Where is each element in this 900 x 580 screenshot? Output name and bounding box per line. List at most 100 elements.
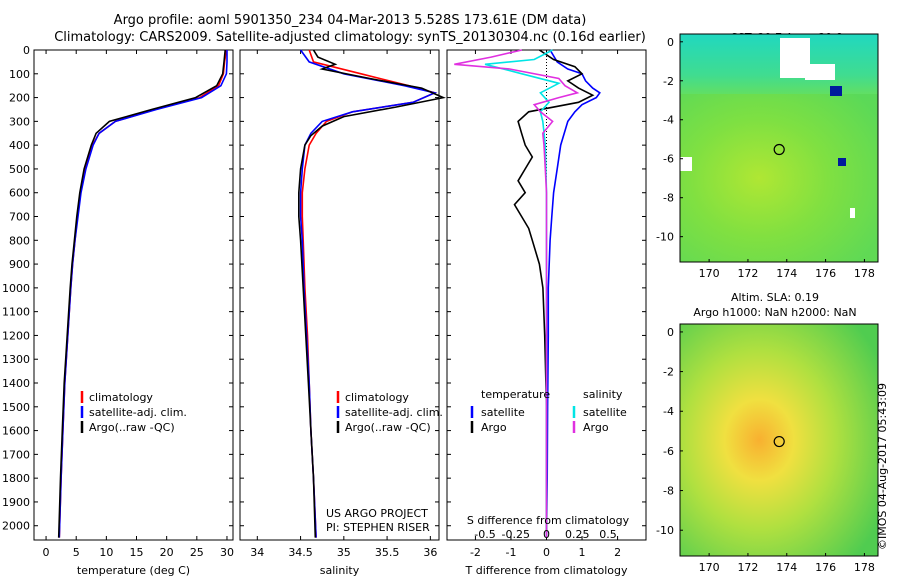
legend-label: Argo(..raw -QC) <box>89 421 175 434</box>
x-tick-label: -1 <box>505 546 516 559</box>
argo-position-marker <box>773 435 785 448</box>
x-tick-label: 5 <box>73 546 80 559</box>
legend-label: climatology <box>345 391 409 404</box>
s-tick-label: 0 <box>543 528 550 541</box>
x-tick-label: 10 <box>99 546 113 559</box>
depth-tick-label: 1900 <box>2 496 30 509</box>
x-tick-label: 2 <box>614 546 621 559</box>
x-tick-label: 0 <box>43 546 50 559</box>
legend-label: satellite <box>481 406 525 419</box>
x-tick-label: 34.5 <box>288 546 313 559</box>
depth-tick-label: 0 <box>23 44 30 57</box>
legend-title-temperature: temperature <box>481 388 550 401</box>
x-tick-label: 36 <box>423 546 437 559</box>
x-tick-label: 35 <box>337 546 351 559</box>
depth-tick-label: 1500 <box>2 401 30 414</box>
figure-title-line2: Climatology: CARS2009. Satellite-adjuste… <box>54 30 646 45</box>
land-mask <box>680 157 692 171</box>
map-x-tick-label: 170 <box>699 267 720 280</box>
map-y-tick-label: -2 <box>663 75 674 88</box>
cold-pixel <box>838 158 846 166</box>
map-y-tick-label: -4 <box>663 405 674 418</box>
map-frame <box>679 33 879 263</box>
map-x-tick-label: 176 <box>815 561 836 574</box>
x-tick-label: 1 <box>579 546 586 559</box>
sst-field-warm <box>680 94 878 262</box>
x-tick-label: 0 <box>543 546 550 559</box>
depth-tick-label: 500 <box>9 163 30 176</box>
x-axis-label: T difference from climatology <box>465 564 628 577</box>
s-tick-label: -0.5 <box>474 528 495 541</box>
depth-tick-label: 1800 <box>2 472 30 485</box>
map-x-tick-label: 174 <box>776 561 797 574</box>
panel-frame-1 <box>239 49 440 541</box>
depth-tick-label: 1700 <box>2 448 30 461</box>
depth-tick-label: 600 <box>9 187 30 200</box>
map-y-tick-label: 0 <box>667 36 674 49</box>
map-y-tick-label: -4 <box>663 114 674 127</box>
depth-tick-label: 1000 <box>2 282 30 295</box>
depth-tick-label: 1400 <box>2 377 30 390</box>
map-y-tick-label: -2 <box>663 366 674 379</box>
depth-tick-label: 2000 <box>2 520 30 533</box>
series-S-argo <box>454 49 580 538</box>
x-tick-label: 20 <box>160 546 174 559</box>
map-y-tick-label: -8 <box>663 485 674 498</box>
s-tick-label: -0.25 <box>502 528 530 541</box>
depth-tick-label: 400 <box>9 139 30 152</box>
argo-position-marker <box>773 143 785 156</box>
x-axis-label: temperature (deg C) <box>77 564 190 577</box>
series-T-satellite <box>545 49 601 538</box>
depth-tick-label: 700 <box>9 211 30 224</box>
x-tick-label: -2 <box>470 546 481 559</box>
legend-label: Argo <box>583 421 609 434</box>
map-y-tick-label: -10 <box>656 524 674 537</box>
depth-tick-label: 100 <box>9 68 30 81</box>
map-y-tick-label: -6 <box>663 153 674 166</box>
map-y-tick-label: -6 <box>663 445 674 458</box>
x-tick-label: 15 <box>130 546 144 559</box>
land-mask <box>850 208 855 218</box>
map-x-tick-label: 178 <box>854 267 875 280</box>
x-tick-label: 35.5 <box>375 546 400 559</box>
s-tick-label: 0.5 <box>599 528 617 541</box>
depth-tick-label: 900 <box>9 258 30 271</box>
series-T-argo <box>513 49 595 538</box>
map-x-tick-label: 172 <box>737 561 758 574</box>
x-tick-label: 25 <box>190 546 204 559</box>
series-argo <box>57 49 226 538</box>
x-axis-label: salinity <box>320 564 360 577</box>
legend-label: satellite-adj. clim. <box>345 406 443 419</box>
depth-tick-label: 1600 <box>2 425 30 438</box>
legend-label: Argo <box>481 421 507 434</box>
project-annotation: US ARGO PROJECT <box>326 507 428 520</box>
pi-annotation: PI: STEPHEN RISER <box>326 521 430 534</box>
series-argo <box>297 49 446 538</box>
map-y-tick-label: -10 <box>656 231 674 244</box>
legend-label: Argo(..raw -QC) <box>345 421 431 434</box>
map-frame <box>679 323 879 557</box>
depth-tick-label: 1100 <box>2 306 30 319</box>
figure-title-line1: Argo profile: aoml 5901350_234 04-Mar-20… <box>113 13 587 28</box>
depth-tick-label: 800 <box>9 234 30 247</box>
map-x-tick-label: 172 <box>737 267 758 280</box>
sla-map-subtitle: Argo h1000: NaN h2000: NaN <box>693 306 857 319</box>
legend-label: satellite-adj. clim. <box>89 406 187 419</box>
depth-tick-label: 1200 <box>2 329 30 342</box>
panel-frame-0 <box>33 49 234 541</box>
map-x-tick-label: 178 <box>854 561 875 574</box>
land-mask <box>805 64 835 80</box>
s-tick-label: 0.25 <box>565 528 590 541</box>
map-x-tick-label: 174 <box>776 267 797 280</box>
legend-title-salinity: salinity <box>583 388 623 401</box>
s-axis-label: S difference from climatology <box>467 514 630 527</box>
x-tick-label: 30 <box>220 546 234 559</box>
sla-field <box>680 324 878 556</box>
map-x-tick-label: 176 <box>815 267 836 280</box>
map-y-tick-label: 0 <box>667 326 674 339</box>
sla-map-title: Altim. SLA: 0.19 <box>730 291 820 304</box>
depth-tick-label: 1300 <box>2 353 30 366</box>
cold-pixel <box>830 86 842 96</box>
map-x-tick-label: 170 <box>699 561 720 574</box>
